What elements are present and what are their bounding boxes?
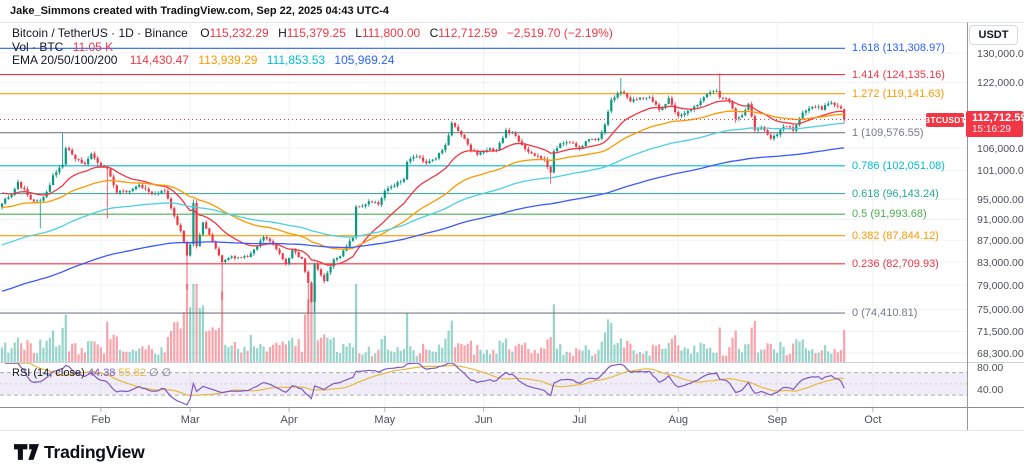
rsi-label: RSI (14, close) — [12, 367, 85, 379]
fib-level-label[interactable]: 1.618 (131,308.97) — [852, 42, 945, 55]
bar-countdown: 15:16:29 — [972, 124, 1011, 135]
rsi-hidden-values: ∅ ∅ — [149, 367, 172, 379]
fib-level-label[interactable]: 0.382 (87,844.12) — [852, 229, 939, 242]
price-axis-label: 75,000.00 — [977, 303, 1024, 316]
ema-value-50: 113,939.29 — [198, 53, 258, 67]
symbol-legend[interactable]: Bitcoin / TetherUS · 1D · Binance O115,2… — [12, 27, 613, 40]
fib-level-label[interactable]: 1.414 (124,135.16) — [852, 68, 945, 81]
currency-toggle-button[interactable]: USDT — [969, 25, 1018, 45]
fib-level-label[interactable]: 1.272 (119,141.63) — [852, 87, 945, 100]
rsi-legend[interactable]: RSI (14, close) 44.38 55.82 ∅ ∅ — [12, 366, 171, 379]
volume-value: 11.05 K — [72, 40, 114, 54]
ema-value-100: 111,853.53 — [266, 53, 326, 67]
ohlc-open: O115,232.29 — [200, 26, 269, 40]
price-axis-label: 79,000.00 — [977, 279, 1024, 292]
ema-50-line — [1, 110, 845, 250]
ohlc-high: H115,379.25 — [278, 26, 346, 40]
price-axis-label: 68,300.00 — [977, 347, 1024, 360]
last-price-value: 112,712.59 — [972, 112, 1024, 124]
price-axis-label: 101,000.00 — [977, 165, 1024, 178]
ema-200-line — [1, 147, 845, 292]
fib-level-label[interactable]: 0.236 (82,709.93) — [852, 257, 939, 270]
fib-level-label[interactable]: 1 (109,576.55) — [852, 126, 924, 139]
time-axis[interactable]: Feb Mar Apr May Jun Jul Aug Sep Oct — [0, 408, 967, 430]
time-axis-label: Jul — [572, 414, 587, 426]
rsi-value: 44.38 — [87, 367, 116, 379]
volume-legend[interactable]: Vol · BTC 11.05 K — [12, 41, 113, 54]
grid-lines — [0, 23, 967, 408]
time-axis-label: Feb — [91, 414, 111, 426]
ema-lines — [1, 100, 845, 292]
price-axis-label: 91,000.00 — [977, 213, 1024, 226]
ema-label: EMA 20/50/100/200 — [12, 53, 118, 67]
tradingview-logo-mark-icon — [14, 444, 39, 460]
price-axis-label: 106,000.00 — [977, 142, 1024, 155]
ema-legend[interactable]: EMA 20/50/100/200 114,430.47 113,939.29 … — [12, 54, 394, 67]
price-axis-label: 122,000.00 — [977, 77, 1024, 90]
fib-level-label[interactable]: 0.5 (91,993.68) — [852, 208, 927, 221]
price-axis-label: 87,000.00 — [977, 234, 1024, 247]
fib-level-label[interactable]: 0.786 (102,051.08) — [852, 159, 945, 172]
fib-level-label[interactable]: 0 (74,410.81) — [852, 307, 918, 320]
last-price-tag[interactable]: 112,712.59 15:16:29 — [966, 111, 1024, 137]
time-axis-label: Sep — [767, 414, 787, 426]
price-axis-label: 95,000.00 — [977, 193, 1024, 206]
ema-20-line — [1, 100, 845, 266]
volume-label: Vol · BTC — [12, 40, 64, 54]
rsi-line — [5, 362, 845, 406]
symbol-price-chip[interactable]: BTCUSDT — [924, 112, 967, 127]
tradingview-logo-text: TradingView — [44, 441, 145, 462]
ema-value-200: 105,969.24 — [334, 53, 395, 67]
ema-100-line — [1, 122, 845, 246]
time-axis-label: Apr — [280, 414, 298, 426]
rsi-axis-label: 80.00 — [977, 361, 1004, 374]
attribution-text: Jake_Simmons created with TradingView.co… — [10, 5, 390, 17]
time-axis-label: Oct — [864, 414, 882, 426]
price-axis[interactable]: 130,000.00122,000.00114,000.00106,000.00… — [967, 22, 1024, 408]
fib-level-label[interactable]: 0.618 (96,143.24) — [852, 187, 939, 200]
rsi-ma-value: 55.82 — [118, 367, 146, 379]
rsi-pane — [0, 362, 967, 406]
volume-series — [0, 284, 846, 362]
pane-borders — [0, 22, 1024, 431]
price-axis-label: 130,000.00 — [977, 47, 1024, 60]
price-axis-label: 71,500.00 — [977, 326, 1024, 339]
time-axis-label: Mar — [180, 414, 200, 426]
price-axis-label: 83,000.00 — [977, 256, 1024, 269]
tradingview-logo[interactable]: TradingView — [14, 441, 145, 463]
ohlc-change: −2,519.70 (−2.19%) — [506, 26, 613, 40]
time-axis-label: Aug — [668, 414, 689, 426]
ohlc-close: C112,712.59 — [429, 26, 498, 40]
time-axis-label: Jun — [474, 414, 493, 426]
ema-value-20: 114,430.47 — [129, 53, 189, 67]
time-axis-label: May — [374, 414, 396, 426]
ohlc-low: L111,800.00 — [355, 26, 421, 40]
fib-retracement-lines — [0, 47, 845, 314]
symbol-title: Bitcoin / TetherUS · 1D · Binance — [12, 26, 188, 40]
rsi-axis-label: 40.00 — [977, 384, 1004, 396]
